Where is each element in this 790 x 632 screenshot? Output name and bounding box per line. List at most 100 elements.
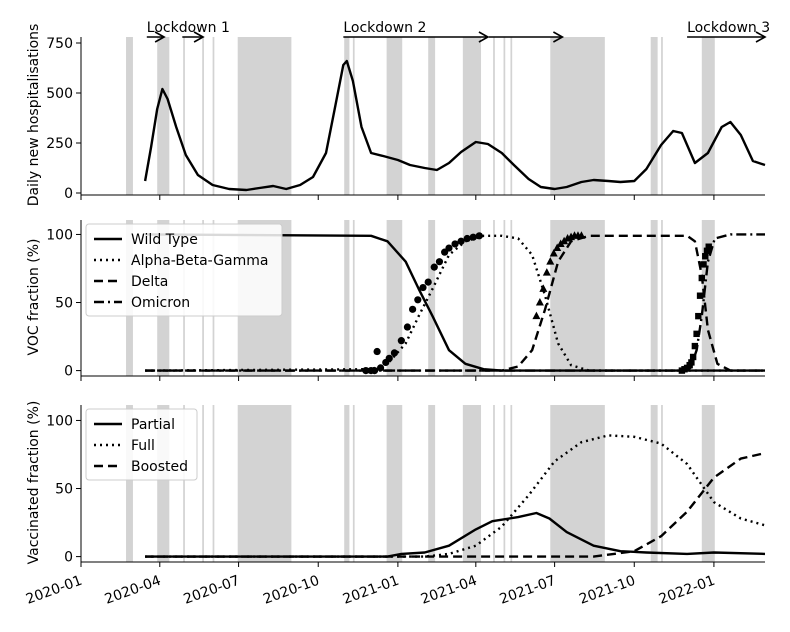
data-point	[457, 237, 465, 245]
y-tick-label: 0	[64, 550, 73, 566]
shaded-period	[493, 37, 495, 195]
shaded-period	[212, 405, 215, 562]
data-point	[373, 347, 381, 356]
data-point	[556, 239, 565, 247]
shaded-period	[462, 405, 482, 562]
data-point	[430, 263, 438, 271]
shaded-period	[157, 37, 170, 195]
annotation-arrowhead	[553, 31, 565, 43]
data-point	[370, 366, 379, 375]
data-point	[702, 253, 709, 260]
y-axis-label: Vaccinated fraction (%)	[26, 401, 42, 565]
annotation-label: Lockdown 2	[343, 20, 426, 36]
data-point	[688, 359, 695, 366]
x-tick-label: 2021-01	[341, 573, 401, 608]
x-tick-label: 2021-07	[498, 573, 558, 608]
data-point	[390, 349, 399, 357]
data-point	[397, 337, 405, 345]
data-point	[546, 257, 555, 265]
data-point	[532, 311, 541, 320]
shaded-period	[510, 405, 513, 562]
data-point	[539, 284, 548, 292]
y-tick-label: 0	[64, 186, 73, 202]
data-point	[451, 240, 459, 248]
y-tick-label: 50	[55, 296, 73, 312]
x-tick-label: 2020-07	[182, 573, 242, 608]
data-point	[385, 354, 393, 362]
shaded-period	[212, 37, 215, 195]
data-point	[435, 258, 444, 266]
series-line	[143, 59, 766, 192]
series-line-boosted	[145, 451, 766, 558]
y-tick-label: 100	[46, 413, 73, 429]
shaded-period	[237, 405, 292, 562]
shaded-period	[493, 405, 495, 562]
legend-label: Wild Type	[131, 232, 198, 248]
shaded-period	[462, 220, 482, 376]
shaded-period	[352, 220, 355, 376]
annotation-label: Lockdown 1	[147, 20, 230, 36]
shaded-period	[428, 220, 436, 376]
data-point	[695, 312, 702, 320]
series-line-partial	[145, 511, 766, 558]
shaded-period	[510, 220, 513, 376]
y-tick-label: 500	[46, 86, 73, 102]
x-tick-label: 2020-01	[24, 573, 84, 608]
shaded-period	[550, 220, 605, 376]
shaded-period	[202, 37, 204, 195]
shaded-period	[386, 220, 403, 376]
data-point	[445, 244, 453, 252]
shaded-period	[650, 220, 658, 376]
shaded-period	[352, 37, 355, 195]
data-point	[691, 342, 699, 350]
y-tick-label: 0	[64, 364, 73, 380]
legend-box	[85, 223, 283, 317]
data-point	[424, 278, 432, 286]
shaded-period	[183, 37, 185, 195]
series-line-full	[145, 434, 766, 558]
data-point	[705, 243, 712, 250]
annotation-label: Lockdown 3	[687, 20, 770, 36]
data-point	[553, 243, 562, 252]
data-point	[689, 353, 697, 361]
data-point	[560, 236, 569, 245]
annotation-arrowhead	[478, 31, 490, 43]
y-tick-label: 100	[46, 227, 73, 243]
data-point	[414, 296, 422, 304]
annotation-arrowhead	[755, 31, 767, 43]
shaded-period	[503, 405, 506, 562]
shaded-period	[503, 220, 506, 376]
shaded-period	[428, 37, 436, 195]
legend-label: Full	[131, 438, 155, 454]
panel-3: 0 50 100 2020-01 2020-04 2020-07 2020-10 2021-0…	[24, 401, 766, 608]
data-point	[549, 249, 558, 257]
shaded-period	[701, 37, 715, 195]
x-tick-label: 2021-04	[419, 573, 480, 608]
y-axis-label: VOC fraction (%)	[26, 238, 42, 355]
shaded-period	[183, 405, 185, 562]
legend-label: Boosted	[131, 459, 188, 475]
data-point	[703, 247, 711, 254]
legend-box	[85, 408, 198, 481]
y-tick-label: 750	[46, 36, 73, 52]
data-point	[542, 268, 551, 276]
data-point	[698, 274, 705, 282]
annotation-arrowhead	[193, 31, 205, 43]
data-point	[409, 305, 417, 313]
y-tick-label: 50	[55, 482, 73, 498]
y-axis-label: Daily new hospitalisations	[26, 24, 42, 207]
shaded-period	[661, 405, 663, 562]
data-point	[475, 232, 483, 240]
legend-label: Omicron	[131, 295, 190, 311]
shaded-period	[126, 405, 133, 562]
shaded-period	[661, 37, 663, 195]
shaded-period	[550, 37, 605, 195]
y-tick-label: 250	[46, 136, 73, 152]
x-tick-label: 2020-10	[261, 573, 321, 608]
shaded-period	[352, 405, 355, 562]
data-point	[535, 298, 544, 306]
shaded-period	[550, 405, 605, 562]
data-point	[463, 234, 471, 243]
